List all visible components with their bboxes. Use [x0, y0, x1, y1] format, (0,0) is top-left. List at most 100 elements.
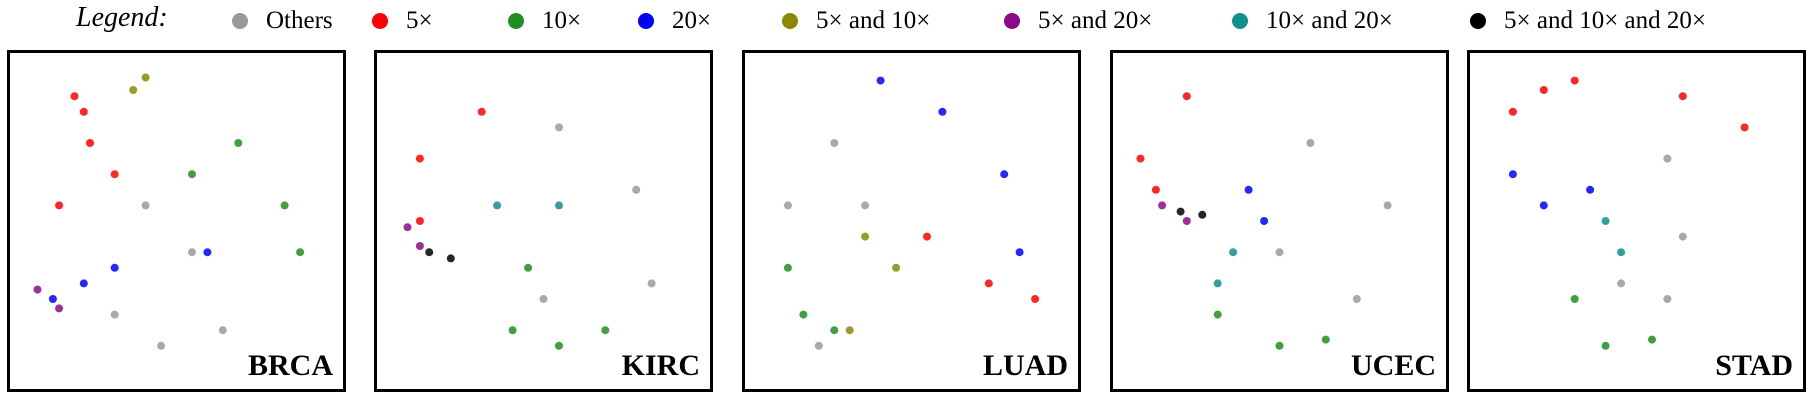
point-kirc-x5_20-0 [403, 223, 412, 232]
point-luad-x5-0 [923, 232, 931, 241]
point-ucec-x5-2 [1151, 185, 1160, 194]
panel-label-ucec: UCEC [1350, 349, 1436, 382]
legend-label-5x-10x-20x: 5× and 10× and 20× [1504, 7, 1706, 34]
point-kirc-x10-1 [508, 326, 517, 335]
point-ucec-x5_10_20-1 [1198, 210, 1207, 219]
point-brca-x20-3 [203, 248, 212, 257]
point-luad-x5-1 [984, 279, 993, 288]
legend-dot-others [232, 13, 248, 29]
point-luad-x5_10-0 [861, 232, 870, 241]
point-stad-x5-0 [1508, 107, 1517, 116]
legend-label-5x-10x: 5× and 10× [816, 7, 931, 34]
point-luad-x20-2 [1000, 170, 1009, 179]
point-brca-x5-2 [55, 201, 64, 210]
legend-dot-20x [638, 13, 654, 29]
point-brca-others-2 [218, 326, 227, 335]
point-kirc-x5-0 [477, 107, 486, 116]
panel-label-luad: LUAD [982, 349, 1068, 382]
legend-label-others: Others [266, 7, 333, 34]
point-ucec-x5_20-1 [1182, 217, 1191, 225]
legend-title: Legend: [76, 2, 168, 33]
point-stad-others-2 [1663, 295, 1672, 303]
point-luad-others-3 [814, 341, 823, 350]
point-kirc-others-1 [632, 185, 641, 194]
point-brca-x5-0 [70, 92, 79, 101]
panels: BRCA KIRC LUAD UCEC STAD [0, 50, 1813, 395]
point-ucec-others-1 [1383, 201, 1392, 210]
legend-item-5x-10x-20x: 5× and 10× and 20× [1470, 6, 1706, 36]
point-brca-others-1 [188, 248, 196, 257]
point-brca-others-0 [141, 201, 150, 210]
point-luad-x5_10-2 [845, 326, 854, 335]
point-luad-x5_10-1 [892, 263, 901, 272]
point-stad-x5-4 [1740, 123, 1749, 132]
panel-brca: BRCA [7, 50, 346, 392]
point-ucec-x10-2 [1321, 335, 1330, 344]
legend-dot-10x [508, 13, 524, 29]
point-ucec-x10-1 [1275, 341, 1284, 350]
panel-ucec: UCEC [1110, 50, 1449, 392]
legend-item-10x: 10× [508, 6, 581, 36]
point-stad-x10-2 [1648, 335, 1656, 344]
point-kirc-others-2 [647, 279, 656, 288]
point-ucec-others-3 [1275, 248, 1284, 257]
point-stad-x5-3 [1678, 92, 1687, 101]
point-kirc-x10_20-0 [493, 201, 502, 210]
legend-dot-5x-20x [1004, 13, 1020, 29]
point-ucec-x20-1 [1260, 217, 1269, 225]
legend-item-5x-20x: 5× and 20× [1004, 6, 1152, 36]
point-kirc-x10-3 [601, 326, 610, 335]
point-luad-x10-0 [783, 263, 792, 272]
point-kirc-x10_20-1 [555, 201, 563, 210]
point-luad-x20-1 [938, 107, 947, 116]
point-ucec-x10-0 [1213, 310, 1222, 319]
point-luad-x20-3 [1015, 248, 1024, 257]
legend-label-10x-20x: 10× and 20× [1266, 7, 1393, 34]
point-brca-x10-0 [188, 170, 196, 179]
point-ucec-x5_20-0 [1158, 201, 1167, 210]
point-brca-x5-1 [86, 139, 94, 147]
legend-label-20x: 20× [672, 7, 712, 34]
point-stad-others-0 [1663, 154, 1672, 163]
point-ucec-x10_20-1 [1213, 279, 1222, 288]
point-brca-x5-4 [79, 107, 88, 116]
legend-dot-10x-20x [1232, 13, 1248, 29]
point-brca-others-3 [157, 341, 166, 350]
point-brca-x10-1 [234, 139, 243, 147]
point-kirc-x5-1 [415, 154, 424, 163]
point-stad-others-1 [1678, 232, 1687, 241]
scatter-plot-kirc [403, 107, 656, 350]
legend-label-5x: 5× [406, 7, 433, 34]
point-luad-others-1 [783, 201, 792, 210]
legend-item-5x: 5× [372, 6, 433, 36]
point-kirc-others-0 [555, 123, 563, 132]
point-brca-x5_10-0 [129, 86, 138, 94]
point-stad-others-3 [1617, 279, 1626, 288]
point-kirc-x5_10_20-1 [446, 254, 455, 263]
point-kirc-x10-0 [524, 263, 533, 272]
point-ucec-x5-1 [1136, 154, 1145, 163]
point-ucec-others-0 [1306, 139, 1315, 147]
legend-dot-5x-10x [782, 13, 798, 29]
point-luad-x5-2 [1031, 295, 1040, 303]
legend-item-20x: 20× [638, 6, 711, 36]
legend: Legend: Others 5× 10× 20× 5× and 10× 5× … [0, 0, 1813, 44]
point-kirc-others-3 [539, 295, 548, 303]
scatter-plot-luad [783, 76, 1040, 350]
panel-label-stad: STAD [1715, 349, 1793, 382]
point-brca-x5_10-1 [141, 73, 150, 82]
point-ucec-x5_10_20-0 [1176, 207, 1185, 216]
point-stad-x10-1 [1601, 341, 1610, 350]
legend-label-10x: 10× [542, 7, 582, 34]
scatter-plot-brca [33, 73, 305, 350]
point-ucec-others-2 [1352, 295, 1361, 303]
point-ucec-x20-0 [1244, 185, 1253, 194]
point-brca-x5_20-1 [55, 304, 64, 313]
point-ucec-x10_20-0 [1229, 248, 1238, 257]
scatter-plot-ucec [1136, 92, 1392, 350]
point-brca-x20-1 [79, 279, 88, 288]
panel-kirc: KIRC [374, 50, 713, 392]
legend-item-others: Others [232, 6, 333, 36]
legend-dot-5x [372, 13, 388, 29]
point-luad-x10-1 [799, 310, 808, 319]
